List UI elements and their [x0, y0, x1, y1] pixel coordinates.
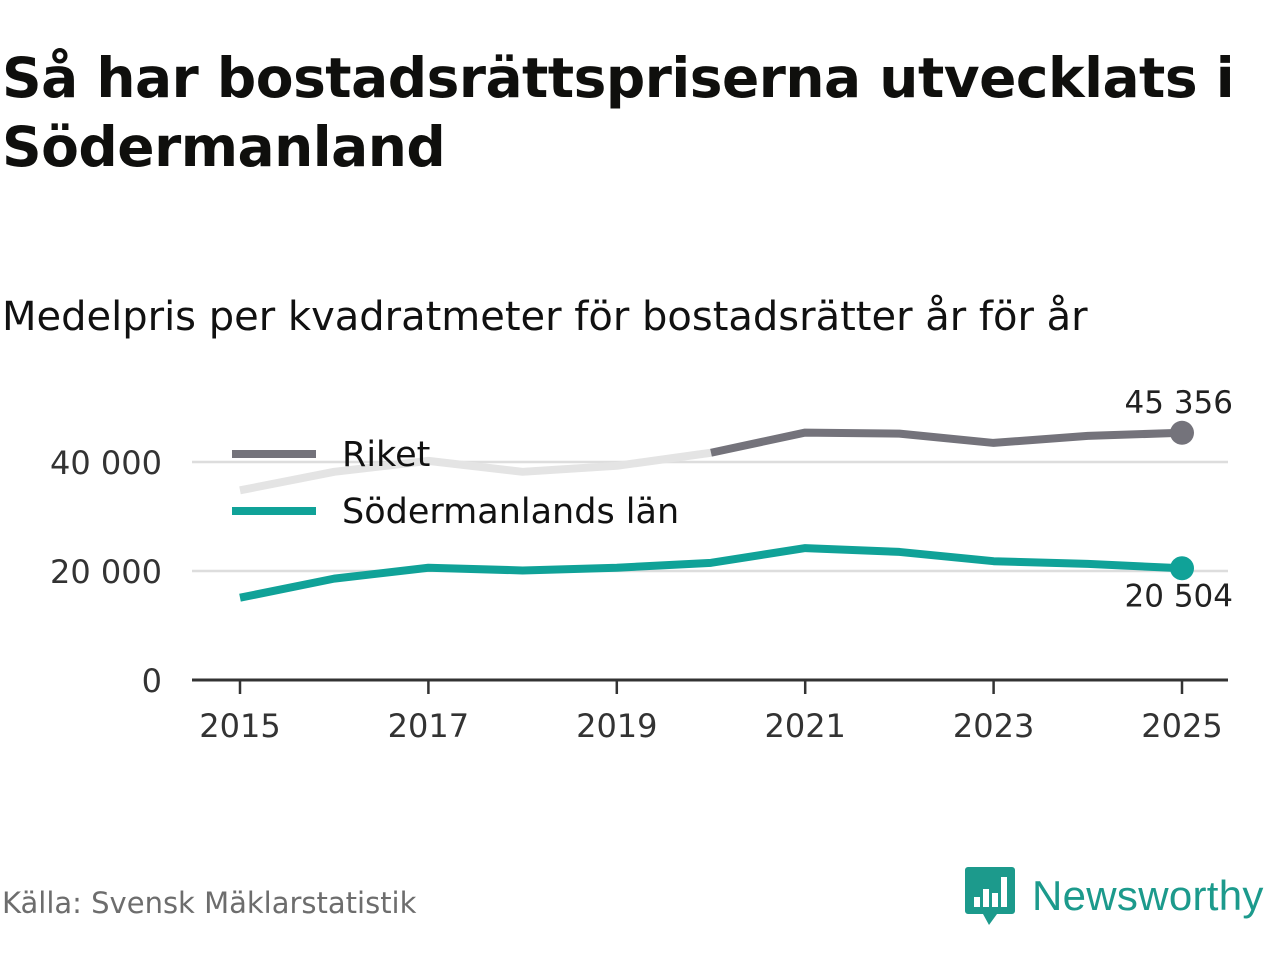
series-line-riket: [710, 428, 1183, 457]
x-tick-label: 2019: [576, 707, 657, 745]
legend-label-sodermanland: Södermanlands län: [342, 492, 679, 532]
y-tick-label: 0: [142, 662, 162, 700]
y-tick-label: 20 000: [50, 553, 162, 591]
y-tick-label: 40 000: [50, 444, 162, 482]
series-line-riket-faded: [239, 448, 712, 495]
x-tick-label: 2017: [388, 707, 469, 745]
line-chart: 0 20 000 40 000 2015 2017 2019 2021 2023 2025 45 …: [50, 384, 1233, 745]
x-tick-label: 2025: [1141, 707, 1222, 745]
data-label-sodermanland: 20 504: [1125, 578, 1233, 614]
x-tick-label: 2015: [199, 707, 280, 745]
source-note: Källa: Svensk Mäklarstatistik: [2, 886, 417, 920]
series-line-sodermanland: [239, 544, 1183, 602]
legend-label-riket: Riket: [342, 435, 430, 475]
x-tick-label: 2021: [764, 707, 845, 745]
end-marker-riket: [1170, 420, 1194, 445]
end-marker-sodermanland: [1170, 556, 1194, 581]
brand-name: Newsworthy: [1032, 872, 1264, 919]
chart-subtitle: Medelpris per kvadratmeter för bostadsrä…: [2, 294, 1088, 340]
chart-title: Så har bostadsrättspriserna utvecklats i…: [2, 46, 1235, 179]
brand-logo: Newsworthy: [964, 864, 1264, 928]
data-label-riket: 45 356: [1125, 385, 1233, 421]
bar-chart-speech-bubble-icon: [965, 867, 1015, 925]
x-tick-label: 2023: [953, 707, 1034, 745]
